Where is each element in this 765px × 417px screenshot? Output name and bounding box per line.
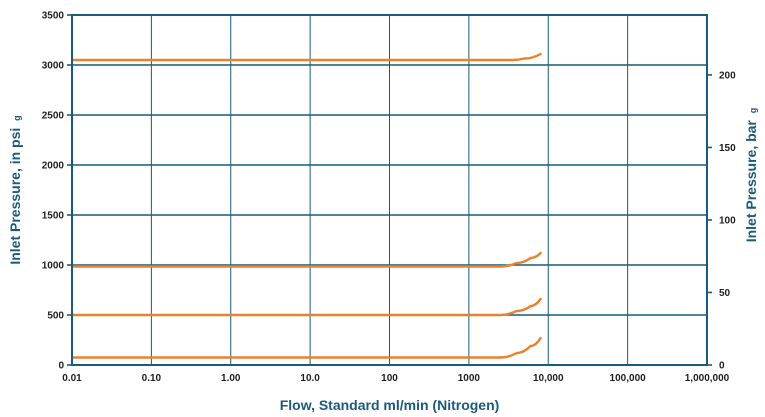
x-axis-title: Flow, Standard ml/min (Nitrogen): [280, 397, 500, 413]
y-tick-label: 3500: [42, 11, 65, 22]
y2-tick-label: 50: [719, 288, 731, 299]
tick-labels: 0.01 0.10 1.00 10.0 100 1000 10,000 100,000 1,00…: [42, 11, 736, 385]
x-tick-label: 0.01: [62, 373, 82, 384]
y2-axis-title-sub: g: [748, 108, 758, 114]
x-tick-label: 100: [381, 373, 398, 384]
y-tick-label: 0: [58, 361, 64, 372]
series-line-3: [70, 251, 542, 268]
y-axis-title-main: Inlet Pressure, in psi: [7, 128, 23, 265]
plot-frame: [71, 14, 708, 366]
x-tick-label: 100,000: [610, 373, 647, 384]
y2-tick-label: 150: [719, 143, 736, 154]
y2-axis-title: Inlet Pressure, bar g: [743, 108, 759, 243]
y-tick-label: 500: [47, 311, 64, 322]
x-tick-label: 1,000,000: [685, 373, 730, 384]
x-tick-label: 0.10: [142, 373, 162, 384]
x-tick-label: 1000: [458, 373, 481, 384]
series-line-2: [70, 297, 542, 317]
y-axis-title: Inlet Pressure, in psi g: [7, 115, 23, 264]
series-line-1: [70, 336, 542, 359]
y-tick-label: 1000: [42, 261, 65, 272]
y-axis-title-sub: g: [12, 115, 22, 121]
y-tick-label: 3000: [42, 61, 65, 72]
series-group: [70, 52, 542, 359]
y2-tick-label: 0: [719, 361, 725, 372]
grid: [67, 14, 712, 366]
series-line-4: [70, 52, 542, 62]
x-tick-label: 10.0: [300, 373, 320, 384]
y-tick-label: 2000: [42, 161, 65, 172]
y-tick-label: 2500: [42, 111, 65, 122]
y2-tick-label: 200: [719, 70, 736, 81]
y2-tick-label: 100: [719, 215, 736, 226]
y-tick-label: 1500: [42, 211, 65, 222]
y2-axis-title-main: Inlet Pressure, bar: [743, 120, 759, 243]
x-tick-label: 10,000: [533, 373, 564, 384]
x-tick-label: 1.00: [221, 373, 241, 384]
